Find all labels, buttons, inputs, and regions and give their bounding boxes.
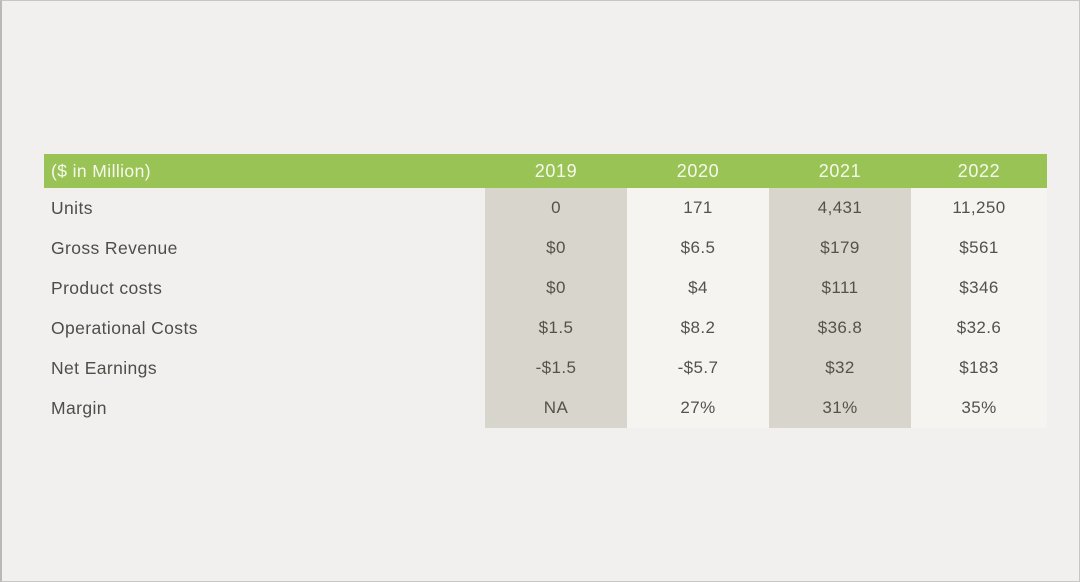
cell-value: $6.5: [627, 228, 769, 268]
table-row: Units 0 171 4,431 11,250: [44, 188, 1047, 228]
header-year-2019: 2019: [534, 160, 578, 181]
cell-value: -$5.7: [627, 348, 769, 388]
table-header-row: ($ in Million) 2019 2020 2021 2022: [44, 154, 1047, 188]
financial-table: ($ in Million) 2019 2020 2021 2022 Units 0 17…: [44, 154, 1047, 428]
table-row: Product costs $0 $4 $111 $346: [44, 268, 1047, 308]
cell-value: 31%: [769, 388, 911, 428]
cell-value: $36.8: [769, 308, 911, 348]
cell-value: $1.5: [485, 308, 627, 348]
cell-value: 35%: [911, 388, 1047, 428]
cell-value: $0: [485, 228, 627, 268]
table-row: Margin NA 27% 31% 35%: [44, 388, 1047, 428]
header-year-2022: 2022: [957, 160, 1001, 181]
row-label: Product costs: [51, 277, 163, 298]
table-row: Gross Revenue $0 $6.5 $179 $561: [44, 228, 1047, 268]
cell-value: $0: [485, 268, 627, 308]
cell-value: $8.2: [627, 308, 769, 348]
cell-value: -$1.5: [485, 348, 627, 388]
cell-value: $32.6: [911, 308, 1047, 348]
cell-value: $561: [911, 228, 1047, 268]
cell-value: $32: [769, 348, 911, 388]
row-label: Units: [51, 197, 93, 218]
cell-value: $111: [769, 268, 911, 308]
cell-value: $4: [627, 268, 769, 308]
table-row: Net Earnings -$1.5 -$5.7 $32 $183: [44, 348, 1047, 388]
cell-value: $346: [911, 268, 1047, 308]
cell-value: 0: [485, 188, 627, 228]
row-label: Operational Costs: [51, 317, 198, 338]
header-year-2020: 2020: [676, 160, 720, 181]
header-year-2021: 2021: [818, 160, 862, 181]
table-body: Units 0 171 4,431 11,250 Gross Revenue $0 $6.5 $…: [44, 188, 1047, 428]
row-label: Margin: [51, 397, 107, 418]
cell-value: 27%: [627, 388, 769, 428]
table-row: Operational Costs $1.5 $8.2 $36.8 $32.6: [44, 308, 1047, 348]
row-label: Net Earnings: [51, 357, 157, 378]
cell-value: 171: [627, 188, 769, 228]
row-label: Gross Revenue: [51, 237, 178, 258]
cell-value: 11,250: [911, 188, 1047, 228]
cell-value: 4,431: [769, 188, 911, 228]
cell-value: $179: [769, 228, 911, 268]
cell-value: $183: [911, 348, 1047, 388]
table-unit-label: ($ in Million): [51, 160, 151, 181]
cell-value: NA: [485, 388, 627, 428]
